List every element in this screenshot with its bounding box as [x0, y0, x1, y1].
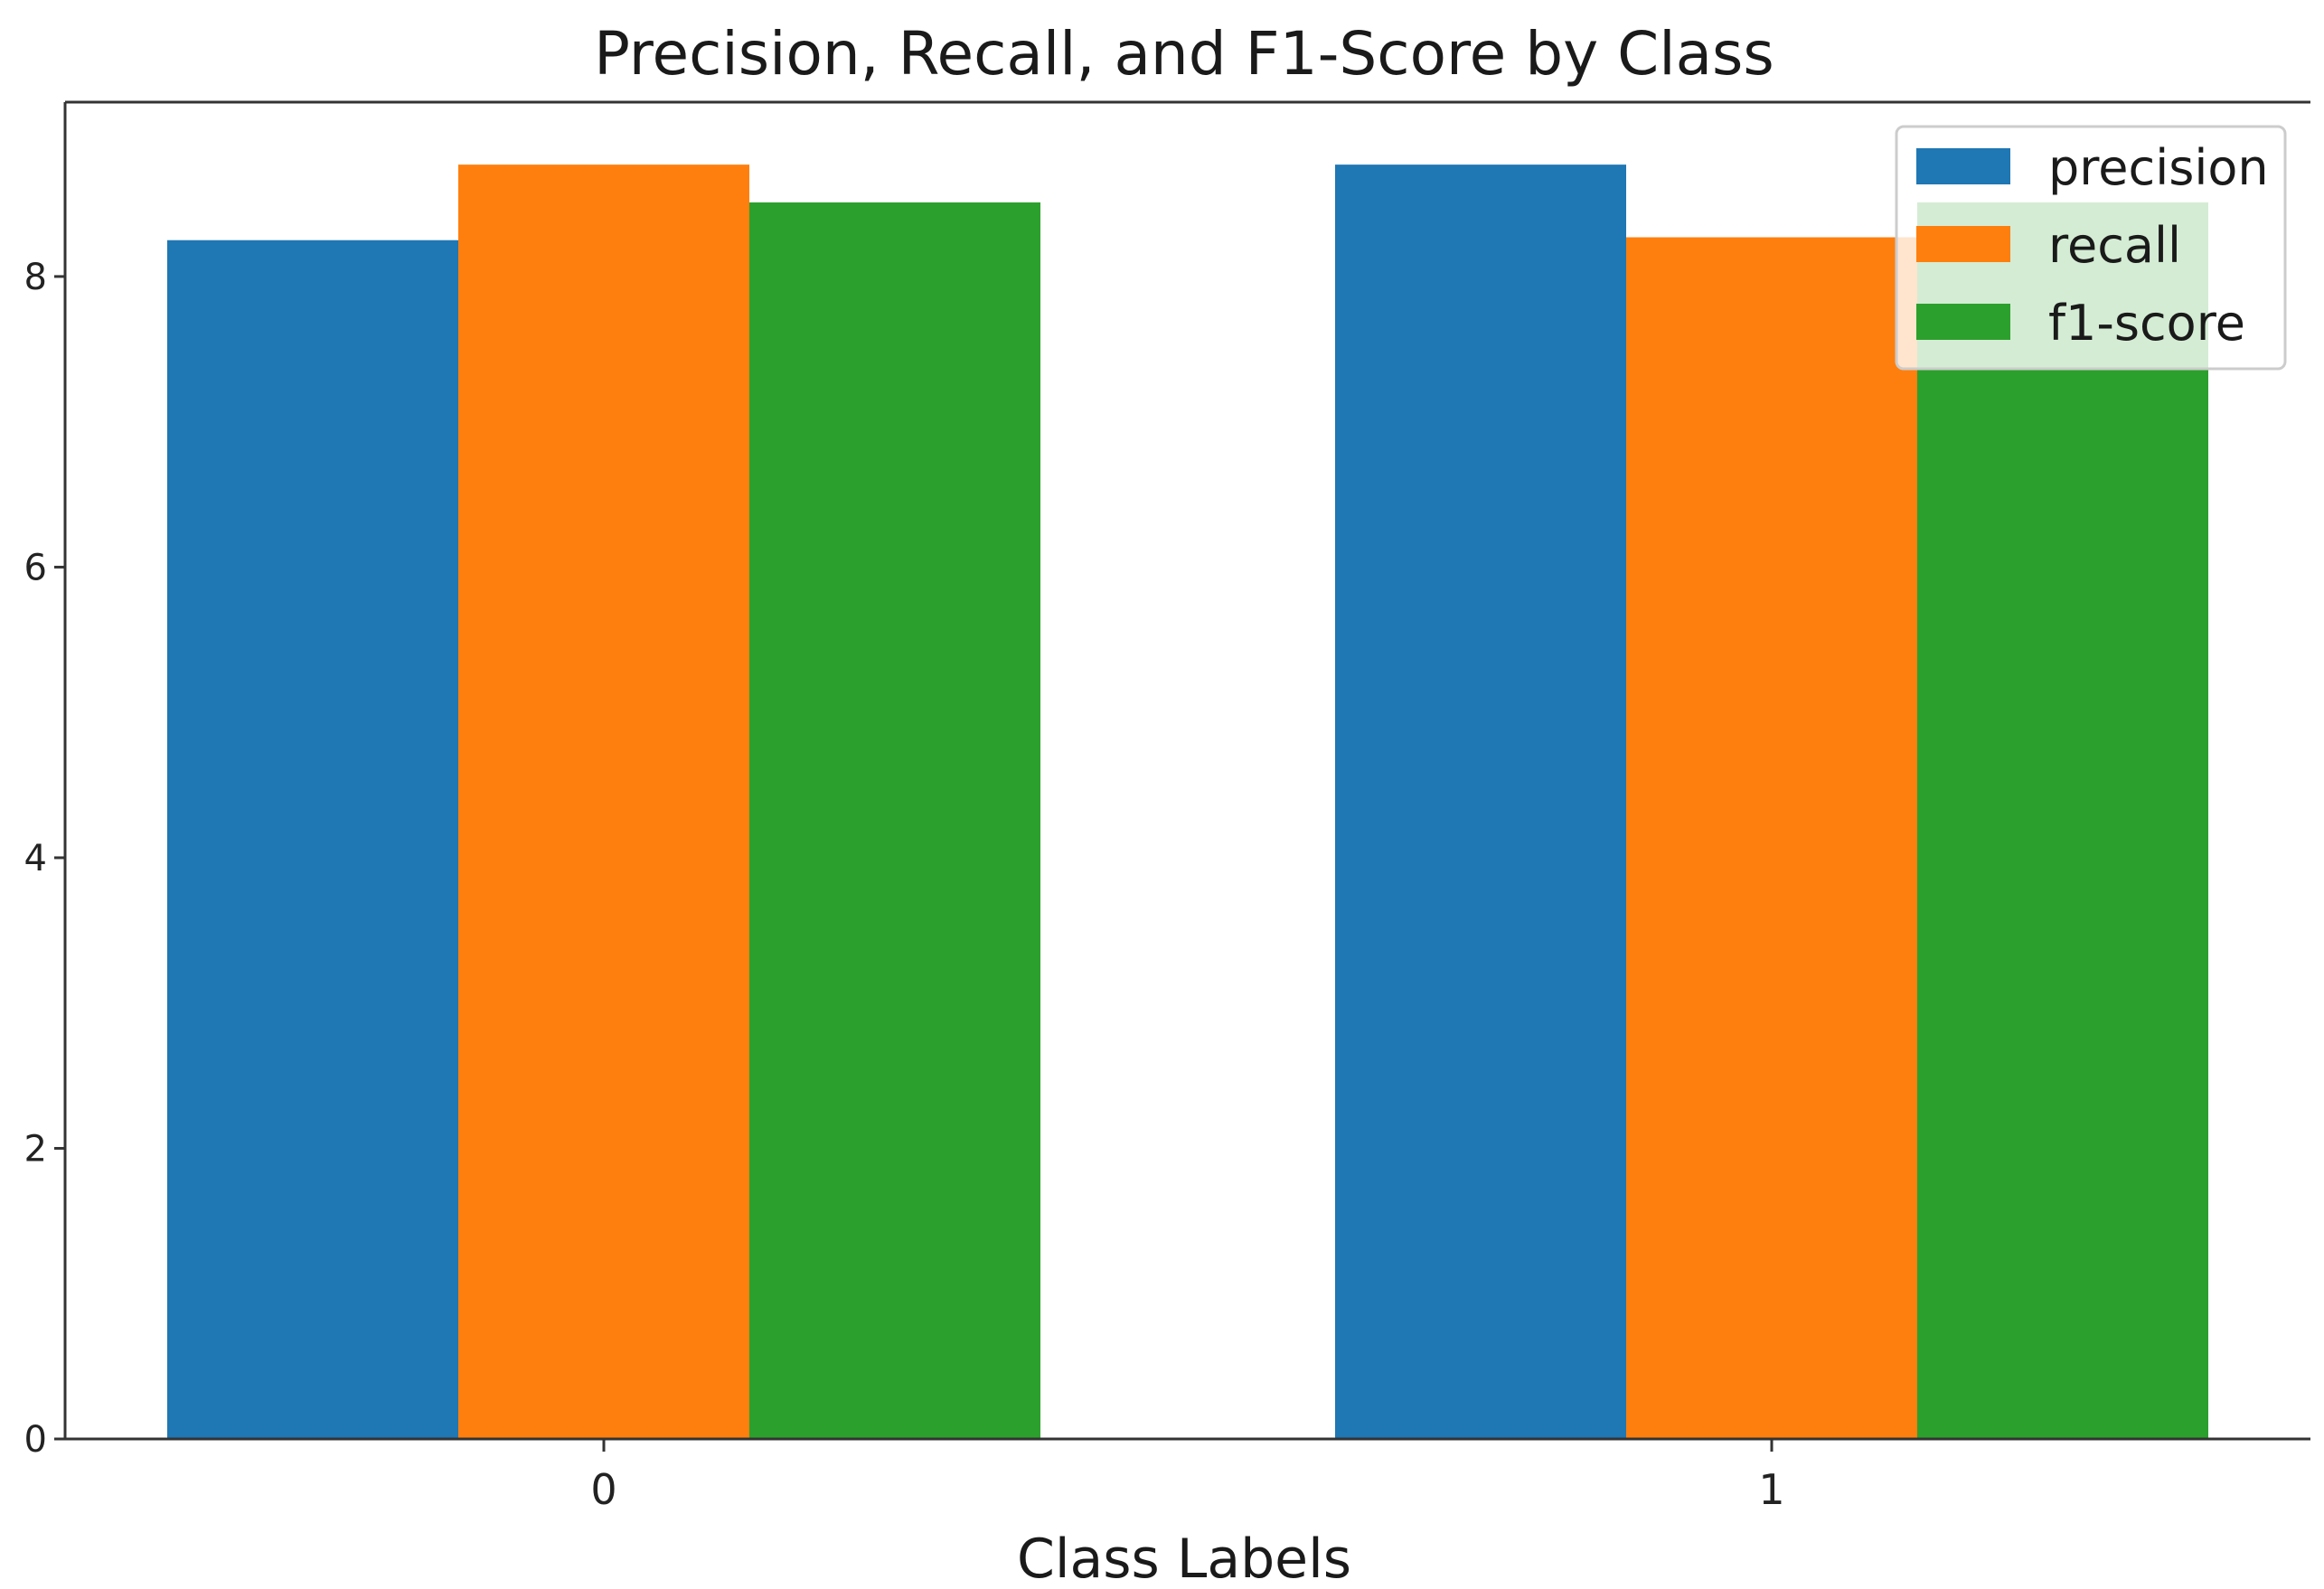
legend-label-f1-score: f1-score: [2048, 295, 2245, 352]
y-tick-label: 2: [24, 1128, 47, 1170]
bar-f1-score-class-0: [749, 202, 1040, 1439]
legend-swatch-f1-score: [1916, 304, 2010, 340]
bars-layer: [167, 165, 2208, 1440]
axes-layer: 0 2 4 6 8 0 1: [24, 100, 2310, 1514]
chart-title: Precision, Recall, and F1-Score by Class: [594, 19, 1774, 89]
y-tick-label: 0: [24, 1419, 47, 1461]
legend-swatch-precision: [1916, 148, 2010, 184]
legend-swatch-recall: [1916, 226, 2010, 262]
legend: precision recall f1-score: [1895, 125, 2287, 371]
x-axis-label: Class Labels: [1017, 1528, 1351, 1589]
bar-f1-score-class-1: [1917, 202, 2208, 1439]
legend-label-precision: precision: [2048, 139, 2269, 196]
bar-precision-class-0: [167, 240, 458, 1439]
x-tick-label: 0: [590, 1465, 616, 1514]
y-tick-label: 4: [24, 838, 47, 879]
bar-recall-class-0: [458, 165, 749, 1439]
y-tick-label: 6: [24, 547, 47, 588]
legend-label-recall: recall: [2048, 217, 2181, 274]
bar-precision-class-1: [1335, 165, 1626, 1439]
bar-recall-class-1: [1626, 237, 1917, 1440]
y-tick-label: 8: [24, 257, 47, 298]
x-tick-label: 1: [1758, 1465, 1784, 1514]
